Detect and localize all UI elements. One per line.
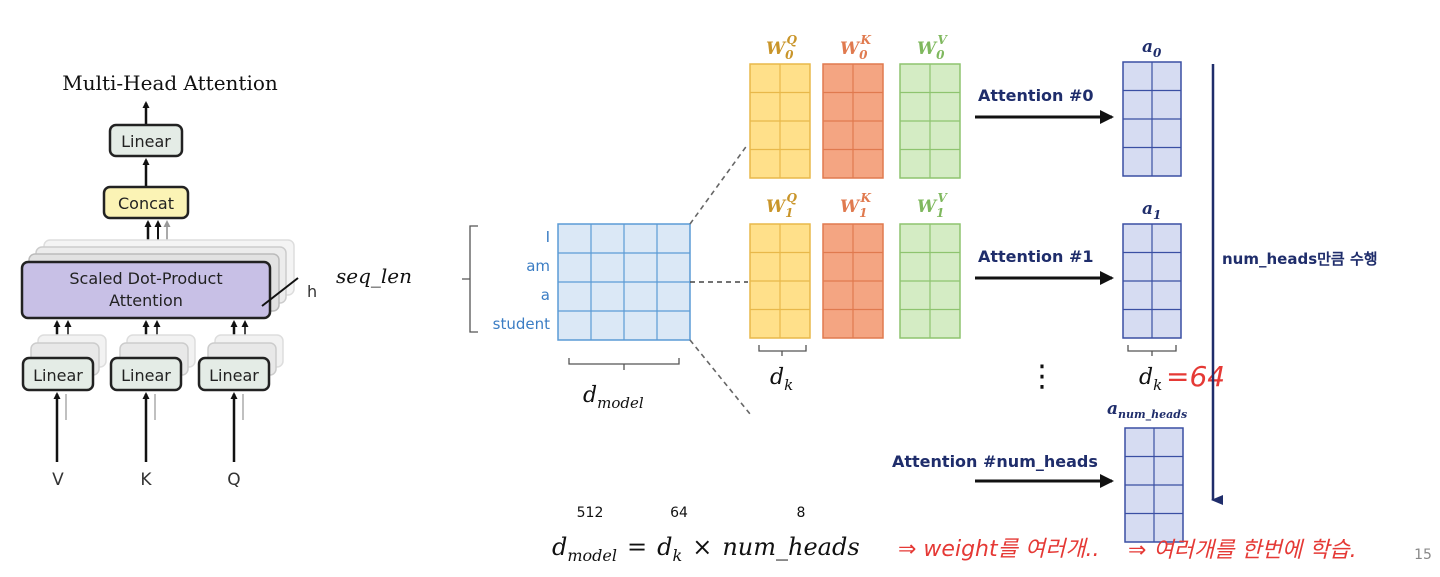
- wk1-matrix: [822, 223, 884, 339]
- wv1-label: W1V: [917, 191, 948, 220]
- concat-box: [102, 185, 190, 220]
- concat-label: Concat: [118, 194, 174, 213]
- wv0-matrix: [899, 63, 961, 179]
- seq-len-bracket: [462, 225, 478, 333]
- an-label: anum_heads: [1107, 399, 1187, 422]
- token-am: am: [526, 257, 550, 275]
- linear-top-label: Linear: [121, 132, 171, 151]
- token-i: I: [546, 228, 550, 246]
- input-matrix: [557, 223, 691, 341]
- handwritten-note-1: ⇒ weight를 여러개..: [898, 537, 1100, 562]
- attention-n-label: Attention #num_heads: [892, 452, 1098, 471]
- attention-1-label: Attention #1: [978, 247, 1094, 266]
- sdpa-box: [20, 260, 272, 320]
- wq1-label: W1Q: [766, 191, 797, 220]
- wk0-matrix: [822, 63, 884, 179]
- token-student: student: [493, 315, 550, 333]
- linear-k-stack: Linear: [109, 334, 196, 392]
- linear-k-label: Linear: [121, 366, 171, 385]
- mha-title: Multi-Head Attention: [62, 71, 278, 95]
- input-q-label: Q: [227, 470, 240, 490]
- connector-dashed-top: [689, 143, 749, 225]
- a1-dk-brace: [1127, 345, 1177, 356]
- sdpa-label-line1: Scaled Dot-Product: [69, 269, 222, 288]
- linear-v-stack: Linear: [21, 334, 107, 392]
- wq0-matrix: [749, 63, 811, 179]
- attention-0-label: Attention #0: [978, 86, 1094, 105]
- page-number: 15: [1414, 547, 1432, 563]
- d-model-brace: [568, 358, 680, 370]
- wk1-label: W1K: [840, 191, 871, 220]
- formula-64: 64: [670, 505, 688, 521]
- wk0-label: W0K: [840, 33, 871, 62]
- heads-diagram: seq_len I am a student dmodel: [336, 33, 1378, 543]
- a0-label: a0: [1142, 37, 1162, 60]
- formula: 512 64 8 dmodel = dk × num_heads ⇒ weight를 여…: [552, 505, 1357, 565]
- a1-label: a1: [1142, 199, 1161, 222]
- wq1-matrix: [749, 223, 811, 339]
- formula-8: 8: [797, 505, 806, 521]
- linear-q-stack: Linear: [197, 334, 284, 392]
- handwritten-note-2: ⇒ 여러개를 한번에 학습.: [1128, 538, 1357, 563]
- wq0-label: W0Q: [766, 33, 797, 62]
- num-heads-label: num_heads만큼 수행: [1222, 250, 1378, 268]
- sdpa-label-line2: Attention: [109, 291, 183, 310]
- d-k-label: dk: [770, 365, 793, 394]
- connector-dashed-bottom: [689, 339, 751, 415]
- a1-matrix: [1122, 223, 1182, 339]
- linear-k-box: [109, 356, 183, 392]
- formula-equation: dmodel = dk × num_heads: [552, 533, 860, 565]
- linear-q-label: Linear: [209, 366, 259, 385]
- input-arrows: [53, 392, 244, 462]
- a1-dk-label: dk: [1139, 365, 1162, 394]
- vertical-ellipsis: ⋮: [1027, 359, 1057, 394]
- h-label: h: [307, 282, 317, 301]
- input-v-label: V: [52, 470, 64, 490]
- h-bracket: [261, 277, 299, 307]
- wv1-matrix: [899, 223, 961, 339]
- linear-q-box: [197, 356, 271, 392]
- d-k-brace: [758, 345, 807, 356]
- a0-matrix: [1122, 61, 1182, 177]
- input-k-label: K: [140, 470, 152, 490]
- d-model-label: dmodel: [583, 383, 644, 412]
- wv0-label: W0V: [917, 33, 948, 62]
- seq-len-label: seq_len: [336, 264, 412, 288]
- linear-top-box: [108, 123, 184, 158]
- an-matrix: [1124, 427, 1184, 543]
- token-a: a: [541, 286, 550, 304]
- mha-architecture: Multi-Head Attention Linear Concat Scale…: [20, 71, 317, 490]
- formula-512: 512: [577, 505, 604, 521]
- linear-v-label: Linear: [33, 366, 83, 385]
- linear-v-box: [21, 356, 95, 392]
- dk-equals-64-note: =64: [1166, 360, 1225, 393]
